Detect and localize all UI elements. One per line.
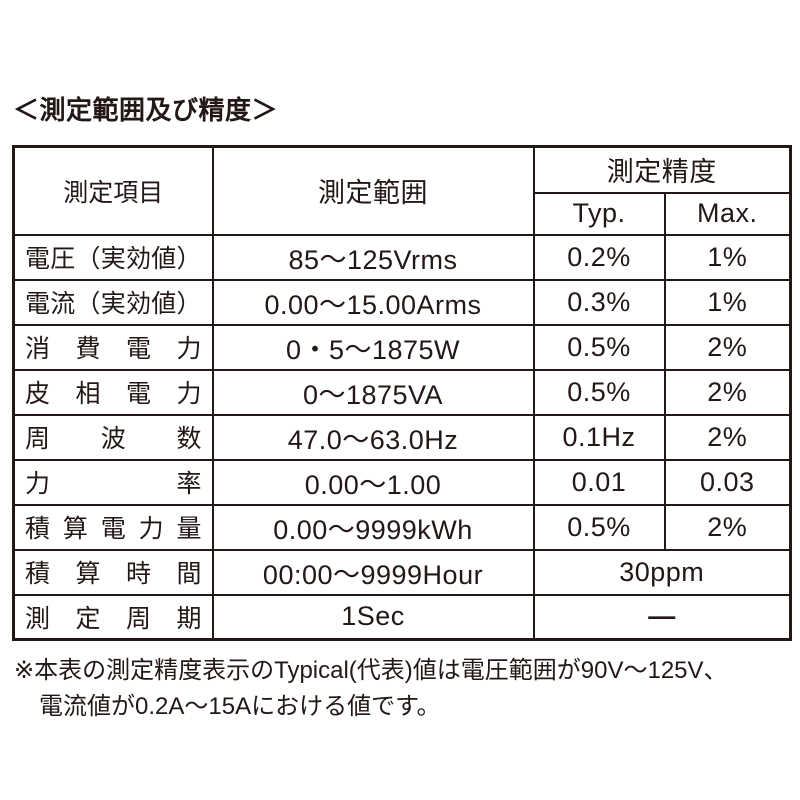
- item-cell: 測定周期: [12, 593, 214, 641]
- table-row-current: 電流（実効値） 0.00〜15.00Arms 0.3% 1%: [12, 278, 792, 326]
- table-row-power-factor: 力率 0.00〜1.00 0.01 0.03: [12, 458, 792, 506]
- table-row-apparent-power: 皮相電力 0〜1875VA 0.5% 2%: [12, 368, 792, 416]
- table-row-voltage: 電圧（実効値） 85〜125Vrms 0.2% 1%: [12, 233, 792, 281]
- range-cell: 00:00〜9999Hour: [211, 548, 535, 596]
- range-cell: 0.00〜15.00Arms: [211, 278, 535, 326]
- range-cell: 0.00〜1.00: [211, 458, 535, 506]
- typ-cell: 0.2%: [532, 233, 666, 281]
- page-title: ＜測定範囲及び精度＞: [13, 95, 279, 125]
- col-header-max: Max.: [663, 191, 792, 236]
- typ-cell: 0.1Hz: [532, 413, 666, 461]
- accuracy-merged-cell: —: [532, 593, 792, 641]
- item-cell: 積算時間: [12, 548, 214, 596]
- max-cell: 2%: [663, 368, 792, 416]
- table-row-integrated-time: 積算時間 00:00〜9999Hour 30ppm: [12, 548, 792, 596]
- item-cell: 電圧（実効値）: [12, 233, 214, 281]
- measurement-spec-table: 測定項目 測定範囲 測定精度 Typ. Max. 電圧（実効値） 85〜125V…: [12, 145, 792, 641]
- col-header-item: 測定項目: [12, 145, 214, 236]
- typ-cell: 0.3%: [532, 278, 666, 326]
- range-cell: 0〜1875VA: [211, 368, 535, 416]
- footnote: ※本表の測定精度表示のTypical(代表)値は電圧範囲が90V〜125V、 電…: [14, 653, 728, 725]
- range-cell: 1Sec: [211, 593, 535, 641]
- range-cell: 85〜125Vrms: [211, 233, 535, 281]
- item-cell: 消費電力: [12, 323, 214, 371]
- item-cell: 電流（実効値）: [12, 278, 214, 326]
- header-row-sub: Typ. Max.: [14, 191, 792, 236]
- footnote-line1: ※本表の測定精度表示のTypical(代表)値は電圧範囲が90V〜125V、: [14, 657, 728, 684]
- item-cell: 周波数: [12, 413, 214, 461]
- table-row-integrated-energy: 積算電力量 0.00〜9999kWh 0.5% 2%: [12, 503, 792, 551]
- max-cell: 1%: [663, 233, 792, 281]
- max-cell: 1%: [663, 278, 792, 326]
- max-cell: 2%: [663, 413, 792, 461]
- item-cell: 力率: [12, 458, 214, 506]
- item-cell: 積算電力量: [12, 503, 214, 551]
- range-cell: 0・5〜1875W: [211, 323, 535, 371]
- table-row-power-consumption: 消費電力 0・5〜1875W 0.5% 2%: [12, 323, 792, 371]
- max-cell: 0.03: [663, 458, 792, 506]
- typ-cell: 0.5%: [532, 323, 666, 371]
- accuracy-merged-cell: 30ppm: [532, 548, 792, 596]
- typ-cell: 0.01: [532, 458, 666, 506]
- typ-cell: 0.5%: [532, 503, 666, 551]
- max-cell: 2%: [663, 503, 792, 551]
- range-cell: 0.00〜9999kWh: [211, 503, 535, 551]
- table-row-measurement-cycle: 測定周期 1Sec —: [12, 593, 792, 641]
- max-cell: 2%: [663, 323, 792, 371]
- col-header-typ: Typ.: [532, 191, 666, 236]
- range-cell: 47.0〜63.0Hz: [211, 413, 535, 461]
- footnote-line2: 電流値が0.2A〜15Aにおける値です。: [39, 693, 441, 720]
- item-cell: 皮相電力: [12, 368, 214, 416]
- dash-placeholder: —: [648, 601, 676, 632]
- col-header-range: 測定範囲: [211, 145, 535, 236]
- col-header-accuracy: 測定精度: [532, 145, 792, 194]
- header-row-top: 測定項目 測定範囲 測定精度: [12, 145, 792, 236]
- table-row-frequency: 周波数 47.0〜63.0Hz 0.1Hz 2%: [12, 413, 792, 461]
- typ-cell: 0.5%: [532, 368, 666, 416]
